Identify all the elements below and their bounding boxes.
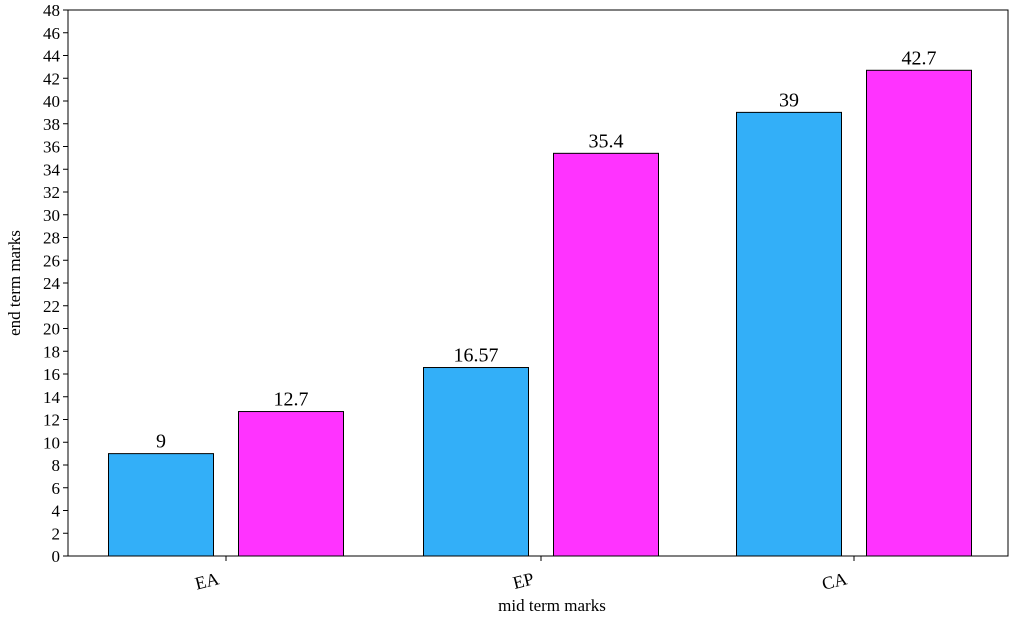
- x-tick-label-ep: EP: [511, 568, 536, 592]
- x-axis: EA EP CA: [193, 556, 855, 594]
- bar-ep-series-1: [423, 367, 529, 557]
- y-tick-label: 22: [43, 297, 60, 316]
- y-tick-label: 46: [43, 24, 60, 43]
- data-label-ca-series-2: 42.7: [902, 47, 937, 69]
- data-label-ca-series-1: 39: [779, 89, 799, 111]
- y-tick-label: 34: [43, 160, 61, 179]
- data-label-ep-series-2: 35.4: [589, 130, 624, 152]
- y-tick-label: 4: [52, 502, 61, 521]
- y-tick-label: 32: [43, 183, 60, 202]
- y-tick-label: 0: [52, 547, 61, 566]
- bars: [108, 69, 972, 557]
- y-tick-label: 10: [43, 433, 60, 452]
- y-axis: 0246810121416182022242628303234363840424…: [43, 1, 68, 566]
- bar-ca-series-1: [736, 111, 842, 557]
- y-tick-label: 42: [43, 69, 60, 88]
- data-label-ea-series-2: 12.7: [274, 389, 309, 411]
- y-tick-label: 24: [43, 274, 61, 293]
- x-axis-title: mid term marks: [498, 596, 606, 615]
- x-tick-label-ca: CA: [820, 568, 849, 593]
- y-tick-label: 14: [43, 388, 61, 407]
- y-tick-label: 44: [43, 47, 61, 66]
- y-tick-label: 28: [43, 229, 60, 248]
- y-tick-label: 38: [43, 115, 60, 134]
- y-tick-label: 40: [43, 92, 60, 111]
- y-tick-label: 30: [43, 206, 60, 225]
- data-labels: 9 12.7 16.57 35.4 39 42.7: [156, 47, 937, 452]
- bar-ep-series-2: [553, 152, 659, 557]
- y-axis-title: end term marks: [5, 230, 24, 336]
- y-tick-label: 20: [43, 320, 60, 339]
- y-tick-label: 8: [52, 456, 61, 475]
- y-tick-label: 6: [52, 479, 61, 498]
- x-tick-label-ea: EA: [193, 568, 221, 593]
- y-tick-label: 26: [43, 251, 60, 270]
- y-tick-label: 48: [43, 1, 60, 20]
- y-tick-label: 16: [43, 365, 60, 384]
- bar-ea-series-2: [238, 411, 344, 557]
- bar-ea-series-1: [108, 453, 214, 557]
- data-label-ep-series-1: 16.57: [454, 345, 499, 367]
- data-label-ea-series-1: 9: [156, 431, 166, 453]
- y-tick-label: 12: [43, 411, 60, 430]
- bar-ca-series-2: [866, 69, 972, 557]
- y-tick-label: 2: [52, 524, 61, 543]
- y-tick-label: 36: [43, 138, 60, 157]
- y-tick-label: 18: [43, 342, 60, 361]
